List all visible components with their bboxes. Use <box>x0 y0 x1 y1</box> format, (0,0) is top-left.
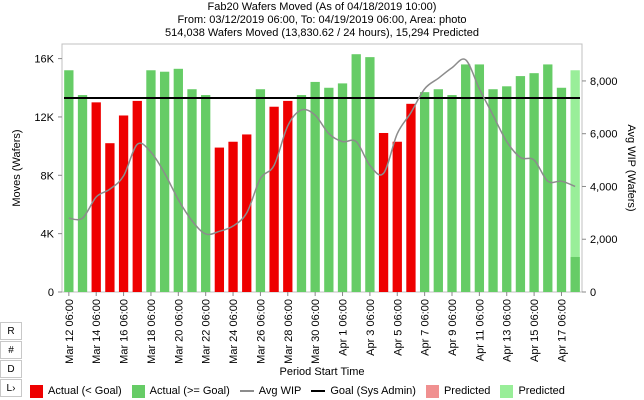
actual-bar <box>146 70 156 293</box>
chart-title: Fab20 Wafers Moved (As of 04/18/2019 10:… <box>207 1 437 13</box>
y2-tick-label: 4,000 <box>590 181 618 193</box>
actual-bar <box>570 256 580 292</box>
actual-bar <box>419 92 430 292</box>
x-tick-label: Apr 3 06:00 <box>365 299 377 356</box>
actual-bar <box>255 89 266 292</box>
x-tick-label: Mar 24 06:00 <box>228 299 240 364</box>
y2-tick-label: 8,000 <box>590 76 618 88</box>
y2-tick-label: 2,000 <box>590 234 618 246</box>
side-button-l[interactable]: L› <box>0 379 22 397</box>
actual-bar <box>543 64 553 293</box>
x-tick-label: Mar 26 06:00 <box>255 299 267 364</box>
predicted-bar <box>570 70 580 293</box>
legend-item-goal[interactable]: Goal (Sys Admin) <box>311 385 416 397</box>
actual-bar <box>406 103 416 292</box>
actual-bar <box>77 95 88 292</box>
actual-bar <box>214 147 225 292</box>
x-tick-label: Apr 5 06:00 <box>392 299 404 356</box>
actual-bar <box>447 95 457 292</box>
legend-line-black <box>311 390 326 392</box>
x-tick-label: Mar 30 06:00 <box>310 299 322 364</box>
actual-bar <box>515 76 526 292</box>
actual-bar <box>187 89 197 292</box>
legend-swatch-green <box>131 384 145 398</box>
legend-label: Predicted <box>443 385 491 397</box>
y2-tick-label: 6,000 <box>590 129 618 141</box>
legend-swatch-pink <box>425 384 439 398</box>
plot-area <box>61 43 583 293</box>
legend-swatch-lightgreen <box>500 384 514 398</box>
actual-bar <box>201 95 211 292</box>
actual-bar <box>502 86 512 293</box>
actual-bar <box>324 87 334 292</box>
x-tick-label: Apr 9 06:00 <box>447 299 459 356</box>
avg-wip-line <box>68 58 576 236</box>
actual-bar <box>132 100 142 292</box>
actual-bar <box>461 64 471 293</box>
y-axis-title: Moves (Wafers) <box>11 129 23 206</box>
x-tick-label: Mar 20 06:00 <box>173 299 185 364</box>
legend-swatch-red <box>30 384 43 398</box>
actual-bar <box>173 68 183 292</box>
x-tick-label: Mar 16 06:00 <box>119 299 131 364</box>
actual-bar <box>378 132 389 292</box>
actual-bar <box>64 70 74 293</box>
side-button-r[interactable]: R <box>0 322 22 340</box>
legend-line-gray <box>239 390 254 392</box>
x-tick-label: Mar 22 06:00 <box>201 299 213 364</box>
x-tick-label: Apr 17 06:00 <box>556 299 568 362</box>
legend-label: Goal (Sys Admin) <box>330 385 416 397</box>
x-tick-label: Apr 15 06:00 <box>529 299 541 362</box>
actual-bar <box>474 64 485 293</box>
x-tick-label: Mar 18 06:00 <box>146 299 158 364</box>
legend-label: Predicted <box>518 385 565 397</box>
legend-item-avg-wip[interactable]: Avg WIP <box>239 385 302 397</box>
actual-bar <box>529 73 539 292</box>
actual-bar <box>337 83 348 292</box>
legend-label: Actual (< Goal) <box>48 385 122 397</box>
actual-bar <box>392 141 402 292</box>
y-tick-label: 12K <box>34 112 54 124</box>
x-tick-label: Apr 1 06:00 <box>338 299 350 356</box>
actual-bar <box>269 106 279 293</box>
legend-label: Avg WIP <box>258 385 302 397</box>
actual-bar <box>105 143 115 292</box>
side-button-count[interactable]: # <box>0 341 22 359</box>
actual-bar <box>296 95 307 292</box>
x-axis-title: Period Start Time <box>280 366 365 378</box>
x-tick-label: Mar 12 06:00 <box>64 299 76 364</box>
actual-bar <box>488 89 498 292</box>
actual-bar <box>310 81 320 292</box>
chart-subtitle-range: From: 03/12/2019 06:00, To: 04/19/2019 0… <box>177 14 467 26</box>
y-tick-label: 4K <box>41 229 55 241</box>
legend-label: Actual (>= Goal) <box>149 385 230 397</box>
actual-bar <box>433 89 443 292</box>
actual-bar <box>556 87 567 292</box>
x-tick-label: Mar 14 06:00 <box>91 299 103 364</box>
y-tick-label: 16K <box>34 54 54 66</box>
actual-bar <box>283 100 293 292</box>
side-button-d[interactable]: D <box>0 360 22 378</box>
x-tick-label: Apr 7 06:00 <box>420 299 432 356</box>
y2-axis-title: Avg WIP (Wafers) <box>625 124 637 211</box>
legend-item-actual-above-goal[interactable]: Actual (>= Goal) <box>131 384 230 398</box>
y-tick-label: 8K <box>41 170 55 182</box>
chart-legend: Actual (< Goal) Actual (>= Goal) Avg WIP… <box>30 383 575 399</box>
chart-subtitle-summary: 514,038 Wafers Moved (13,830.62 / 24 hou… <box>165 27 479 39</box>
x-tick-label: Apr 13 06:00 <box>502 299 514 362</box>
actual-bar <box>118 115 129 292</box>
actual-bar <box>159 71 170 292</box>
legend-item-predicted-above[interactable]: Predicted <box>500 384 565 398</box>
x-tick-label: Mar 28 06:00 <box>283 299 295 364</box>
legend-item-predicted-below[interactable]: Predicted <box>425 384 491 398</box>
actual-bar <box>228 141 238 292</box>
legend-item-actual-below-goal[interactable]: Actual (< Goal) <box>30 384 122 398</box>
actual-bar <box>365 57 375 293</box>
x-tick-label: Apr 11 06:00 <box>474 299 486 361</box>
y-tick-label: 0 <box>48 287 54 299</box>
y2-tick-label: 0 <box>590 287 596 299</box>
actual-bar <box>351 54 361 293</box>
